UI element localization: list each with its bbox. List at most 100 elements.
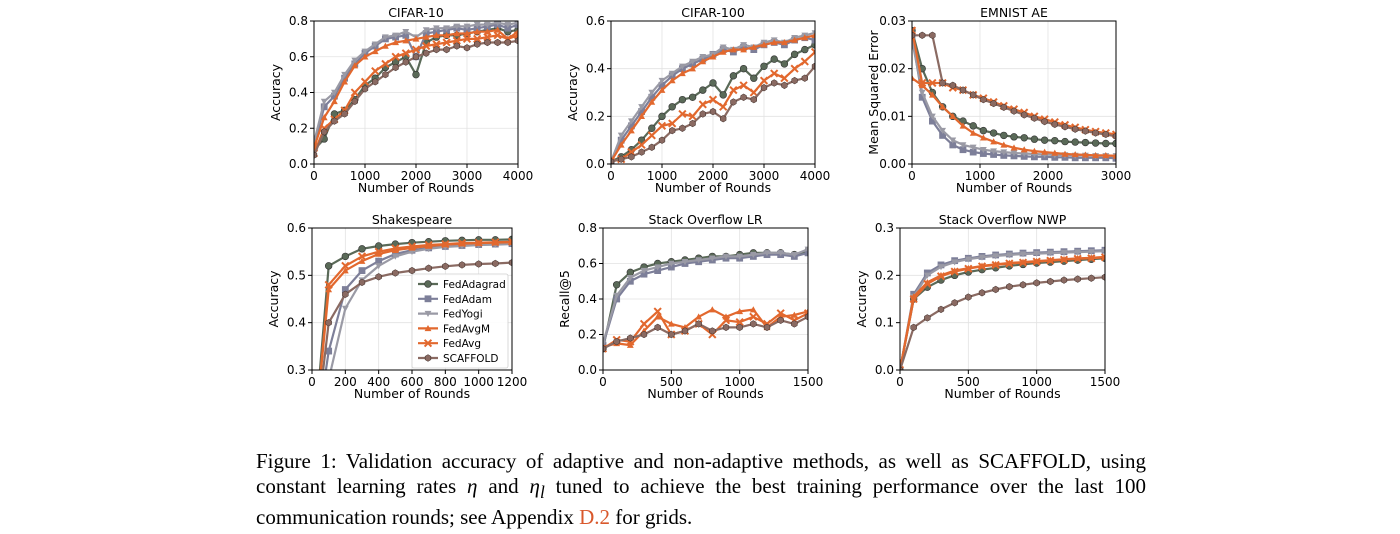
cifar-100-scaffold-point xyxy=(791,76,798,85)
cifar-100-scaffold-point xyxy=(709,107,717,116)
shakespeare-fedadam-point xyxy=(375,257,383,265)
x-tick-label: 1500 xyxy=(1090,375,1121,389)
shakespeare-fedadam-point xyxy=(358,267,366,274)
shakespeare-fedadagrad-point xyxy=(324,262,333,270)
emnist-ae-fedadagrad-point xyxy=(979,126,988,135)
cifar-10-fedyogi-point xyxy=(433,25,440,32)
cifar-10-fedavgm-point xyxy=(402,37,410,44)
x-tick-label: 800 xyxy=(434,375,457,389)
cifar-10-fedavg-point xyxy=(422,41,431,51)
stack-overflow-nwp-fedyogi-point xyxy=(964,256,972,263)
shakespeare-scaffold-point xyxy=(375,273,382,281)
cifar-10-fedadagrad-point xyxy=(330,110,339,118)
emnist-ae-scaffold-point xyxy=(1031,114,1038,122)
emnist-ae-scaffold-point xyxy=(1061,123,1069,131)
cifar-100-fedavgm-point xyxy=(668,77,676,84)
cifar-10-fedavgm-point xyxy=(473,28,481,35)
cifar-100-title: CIFAR-100 xyxy=(681,5,745,20)
stack-overflow-nwp-fedyogi-point xyxy=(951,259,959,266)
emnist-ae-fedyogi-point xyxy=(939,127,946,135)
y-tick-label: 0.4 xyxy=(578,292,597,306)
cifar-100-fedavg-point xyxy=(637,140,646,150)
cifar-100-fedyogi-point xyxy=(617,132,625,139)
cifar-10-fedavg-point xyxy=(360,77,370,86)
emnist-ae-scaffold-point xyxy=(929,31,936,39)
cifar-100-scaffold-point xyxy=(720,115,727,123)
emnist-ae-scaffold-point xyxy=(1000,103,1007,111)
emnist-ae-fedavgm-point xyxy=(1102,152,1110,159)
emnist-ae-scaffold-point xyxy=(1021,111,1028,119)
emnist-ae-fedavgm-point xyxy=(959,122,967,129)
cifar-100-fedavgm-point xyxy=(750,43,758,50)
appendix-link[interactable]: D.2 xyxy=(579,505,611,530)
cifar-10-fedavg-point xyxy=(473,34,482,43)
cifar-10-fedadam-point xyxy=(331,92,338,100)
stack-overflow-lr-fedyogi-line xyxy=(603,248,808,344)
stack-overflow-nwp-fedavg-point xyxy=(1059,255,1069,264)
cifar-10-fedavg-point xyxy=(513,31,518,40)
x-tick-label: 3000 xyxy=(1101,169,1132,183)
cifar-100-fedadagrad-point xyxy=(739,64,748,73)
stack-overflow-nwp-title: Stack Overflow NWP xyxy=(939,212,1067,227)
stack-overflow-lr-scaffold-point xyxy=(695,320,702,328)
y-tick-label: 0.00 xyxy=(879,157,906,171)
cifar-10-fedavg-point xyxy=(432,40,441,49)
stack-overflow-lr-chart: 0 500 1000 1500 0.0 0.2 0.4 0.6 0.8 Stack Overflo… xyxy=(557,212,823,401)
cifar-100-scaffold-point xyxy=(750,95,757,104)
cifar-10-scaffold-point xyxy=(453,42,460,50)
shakespeare-fedavgm-point xyxy=(375,250,383,257)
caption-middle: tuned to achieve the best training perfo… xyxy=(256,474,1146,530)
stack-overflow-nwp-scaffold-point xyxy=(951,299,958,307)
stack-overflow-nwp-fedavg-point xyxy=(1018,258,1028,267)
stack-overflow-nwp-scaffold-point xyxy=(1006,283,1013,291)
cifar-100-fedavg-point xyxy=(688,112,697,121)
cifar-10-fedyogi-point xyxy=(361,48,369,55)
legend-box xyxy=(411,273,509,369)
emnist-ae-fedavgm-point xyxy=(1092,152,1099,159)
stack-overflow-lr-fedyogi-point xyxy=(695,257,703,264)
stack-overflow-nwp-fedavg-point xyxy=(1073,254,1082,263)
cifar-100-x-axis-label: Number of Rounds xyxy=(655,180,771,195)
stack-overflow-nwp-x-axis-label: Number of Rounds xyxy=(944,386,1060,401)
stack-overflow-lr-fedyogi-point xyxy=(681,259,689,266)
emnist-ae-x-axis-label: Number of Rounds xyxy=(956,180,1072,195)
stack-overflow-nwp-series xyxy=(900,246,1105,370)
cifar-10-scaffold-point xyxy=(474,40,481,48)
legend-swatch-fedadagrad xyxy=(424,280,432,288)
cifar-100-fedavgm-point xyxy=(791,36,798,43)
stack-overflow-lr-fedavgm-point xyxy=(626,341,634,348)
emnist-ae-fedavgm-point xyxy=(1041,148,1048,155)
cifar-10-fedadam-point xyxy=(341,74,348,82)
stack-overflow-lr-scaffold-point xyxy=(804,313,808,321)
cifar-100-scaffold-point xyxy=(740,93,747,101)
stack-overflow-lr-fedavg-point xyxy=(653,307,662,316)
cifar-10-fedavgm-point xyxy=(392,39,399,46)
emnist-ae-fedyogi-point xyxy=(990,148,997,155)
emnist-ae-scaffold-point xyxy=(1041,117,1048,126)
figure-caption: Figure 1: Validation accuracy of adaptiv… xyxy=(256,449,1146,530)
cifar-10-fedyogi-point xyxy=(504,21,512,28)
emnist-ae-fedadagrad-point xyxy=(1020,134,1028,142)
cifar-10-fedavg-point xyxy=(452,36,461,45)
stack-overflow-lr-fedyogi-point xyxy=(613,292,621,299)
stack-overflow-lr-fedyogi-point xyxy=(626,274,634,282)
shakespeare-scaffold-point xyxy=(408,266,416,275)
stack-overflow-lr-scaffold-point xyxy=(709,327,716,335)
cifar-100-fedadagrad-point xyxy=(709,79,717,87)
cifar-10-fedavg-point xyxy=(401,49,410,58)
stack-overflow-lr-series xyxy=(603,246,808,353)
stack-overflow-nwp-fedavg-point xyxy=(991,260,1000,270)
cifar-10-series xyxy=(314,21,518,159)
cifar-10-fedyogi-point xyxy=(463,23,471,30)
stack-overflow-nwp-fedavg-point xyxy=(950,267,959,276)
shakespeare-fedavg-point xyxy=(507,237,512,246)
cifar-10-fedyogi-point xyxy=(331,89,338,96)
cifar-100-fedavgm-point xyxy=(638,112,645,120)
stack-overflow-lr-scaffold-point xyxy=(681,327,689,335)
y-tick-label: 0.02 xyxy=(879,62,906,76)
cifar-10-fedadam-point xyxy=(463,26,471,34)
stack-overflow-nwp-fedyogi-point xyxy=(1019,251,1027,258)
cifar-100-fedavg-point xyxy=(790,64,799,73)
cifar-10-y-axis-label: Accuracy xyxy=(268,63,283,121)
stack-overflow-lr-fedyogi-point xyxy=(722,253,730,260)
